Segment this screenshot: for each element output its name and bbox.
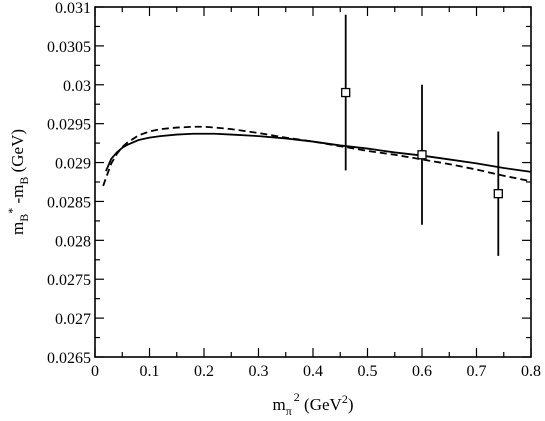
tick-labels-layer: 0 0.1 0.2 0.3 0.4 0.5 0.6 0.7 0.8 0.0265 0.027 0.02… — [47, 0, 541, 380]
y-tick-label: 0.029 — [55, 156, 91, 173]
x-tick-label: 0.2 — [194, 363, 214, 380]
y-tick-label: 0.031 — [55, 0, 91, 17]
y-tick-label: 0.0265 — [47, 350, 91, 367]
y-tick-label: 0.0305 — [47, 39, 91, 56]
y-tick-label: 0.0285 — [47, 194, 91, 211]
x-tick-label: 0.1 — [140, 363, 160, 380]
x-tick-label: 0.4 — [303, 363, 323, 380]
y-tick-label: 0.03 — [63, 78, 91, 95]
y-tick-label: 0.027 — [55, 311, 91, 328]
data-point-marker — [493, 189, 503, 199]
x-tick-label: 0.6 — [412, 363, 432, 380]
y-tick-label: 0.028 — [55, 233, 91, 250]
x-tick-label: 0 — [91, 363, 99, 380]
x-axis-title: mπ2 (GeV2) — [273, 390, 354, 418]
data-point-marker — [417, 150, 427, 160]
x-tick-label: 0.5 — [358, 363, 378, 380]
x-tick-label: 0.8 — [521, 363, 541, 380]
x-tick-label: 0.7 — [467, 363, 487, 380]
x-tick-label: 0.3 — [249, 363, 269, 380]
data-point-marker — [341, 87, 351, 98]
data-points-layer — [341, 14, 503, 256]
y-axis-title: mB* -mB (GeV) — [5, 129, 31, 235]
y-tick-label: 0.0275 — [47, 272, 91, 289]
ticks-layer — [94, 6, 532, 358]
y-tick-label: 0.0295 — [47, 117, 91, 134]
